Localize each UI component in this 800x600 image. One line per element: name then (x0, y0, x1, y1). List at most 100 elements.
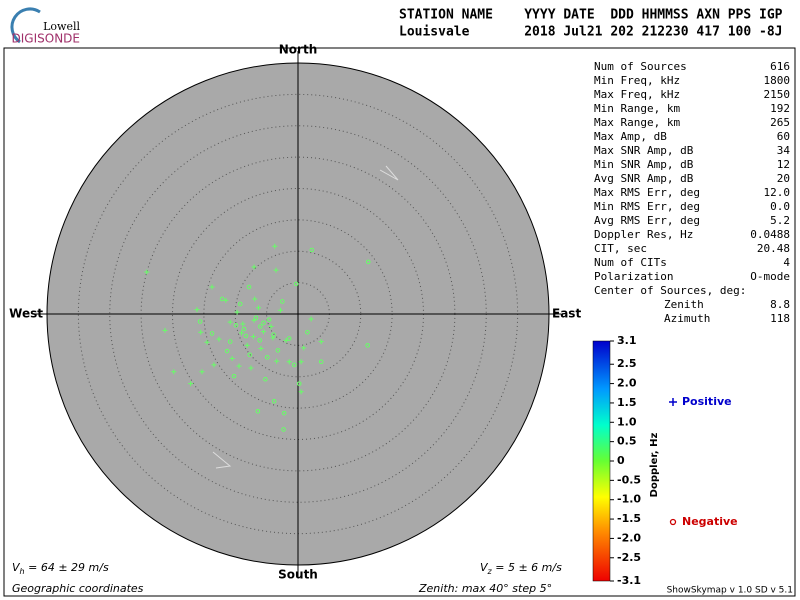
colorbar-tick-label: 2.0 (617, 377, 637, 390)
logo-bottom: DIGISONDE (12, 32, 80, 46)
point-positive (318, 339, 324, 345)
colorbar-tick-label: 1.0 (617, 415, 637, 428)
velocity-text: = 64 ± 29 m/s (25, 561, 109, 574)
stat-value: 8.8 (770, 298, 790, 311)
point-negative (309, 247, 315, 253)
point-negative (224, 348, 230, 354)
point-positive (229, 356, 235, 362)
stat-value: 0.0 (770, 200, 790, 213)
point-positive (255, 305, 261, 311)
stat-value: 192 (770, 102, 790, 115)
velocity-subscript: h (20, 567, 25, 576)
point-positive (273, 267, 279, 273)
stat-value: O-mode (750, 270, 790, 283)
stat-label: Max RMS Err, deg (594, 186, 700, 199)
legend-marker (669, 518, 677, 526)
point-positive (250, 334, 256, 340)
point-positive (272, 243, 278, 249)
stat-section: Center of Sources, deg: (594, 284, 746, 297)
point-positive (308, 316, 314, 322)
point-positive (298, 389, 304, 395)
point-negative (231, 373, 237, 379)
stat-value: 12 (777, 158, 790, 171)
colorbar-tick-label: 1.5 (617, 396, 637, 409)
stat-value: 20 (777, 172, 790, 185)
point-positive (144, 269, 150, 275)
point-negative (296, 381, 302, 386)
stat-value: 616 (770, 60, 790, 73)
stat-value: 4 (783, 256, 790, 269)
point-negative (281, 427, 286, 432)
point-positive (252, 296, 258, 302)
stat-label: Num of Sources (594, 60, 687, 73)
point-negative (219, 296, 225, 302)
point-positive (194, 307, 200, 313)
point-negative (264, 354, 270, 360)
point-negative (365, 343, 370, 348)
stat-label: Min Range, km (594, 102, 680, 115)
stat-label: Num of CITs (594, 256, 667, 269)
point-positive (236, 363, 242, 369)
point-negative (318, 359, 324, 364)
stat-value: 12.0 (764, 186, 791, 199)
point-positive (260, 329, 266, 335)
colorbar-label: Doppler, Hz (649, 433, 660, 498)
legend-label: Negative (682, 515, 738, 528)
version-note: ShowSkymap v 1.0 SD v 5.1 (667, 586, 793, 596)
point-negative (233, 322, 239, 328)
velocity-symbol: V (12, 561, 21, 574)
direction-label: North (279, 43, 317, 57)
point-negative (266, 317, 272, 322)
stat-label: CIT, sec (594, 242, 647, 255)
stat-label: Min SNR Amp, dB (594, 158, 694, 171)
stat-label: Polarization (594, 270, 673, 283)
colorbar-tick-label: 2.5 (617, 357, 637, 370)
point-negative (255, 408, 261, 414)
point-negative (305, 329, 310, 335)
coordinates-note: Geographic coordinates (12, 582, 144, 595)
point-positive (268, 324, 274, 330)
frame (3, 47, 796, 597)
point-negative (209, 331, 215, 336)
colorbar-tick-label: -1.5 (617, 512, 641, 525)
point-negative (246, 284, 252, 290)
stat-label: Max SNR Amp, dB (594, 144, 694, 157)
point-positive (283, 337, 289, 343)
legend-marker (669, 398, 677, 406)
point-positive (240, 321, 246, 327)
point-positive (188, 381, 194, 387)
velocity-text: = 5 ± 6 m/s (492, 561, 562, 574)
direction-label: West (9, 307, 43, 321)
colorbar-tick-label: 0 (617, 454, 625, 467)
zenith-note: Zenith: max 40° step 5° (418, 582, 552, 595)
point-negative (365, 259, 371, 265)
colorbar-tick-label: -2.0 (617, 531, 641, 544)
stat-value: 0.0488 (750, 228, 790, 241)
header-line: Louisvale 2018 Jul21 202 212230 417 100 … (399, 25, 783, 40)
stat-label: Max Freq, kHz (594, 88, 680, 101)
point-positive (171, 369, 177, 375)
stat-label: Min RMS Err, deg (594, 200, 700, 213)
point-positive (274, 358, 280, 364)
point-positive (244, 342, 250, 348)
point-negative (258, 324, 263, 329)
point-negative (197, 319, 203, 324)
point-positive (199, 369, 205, 375)
point-positive (198, 329, 204, 335)
velocity-subscript: z (487, 567, 493, 576)
stat-label: Min Freq, kHz (594, 74, 680, 87)
point-positive (234, 309, 240, 315)
stat-value: 118 (770, 312, 790, 325)
point-negative (253, 315, 259, 321)
point-negative (261, 320, 266, 326)
point-positive (251, 264, 257, 270)
stat-value: 60 (777, 130, 790, 143)
point-negative (237, 301, 243, 307)
stat-label: Zenith (664, 298, 704, 311)
point-negative (247, 352, 252, 358)
arrow (212, 451, 232, 469)
point-negative (293, 281, 299, 287)
stat-label: Doppler Res, Hz (594, 228, 693, 241)
stat-value: 2150 (764, 88, 791, 101)
stat-label: Max Amp, dB (594, 130, 667, 143)
